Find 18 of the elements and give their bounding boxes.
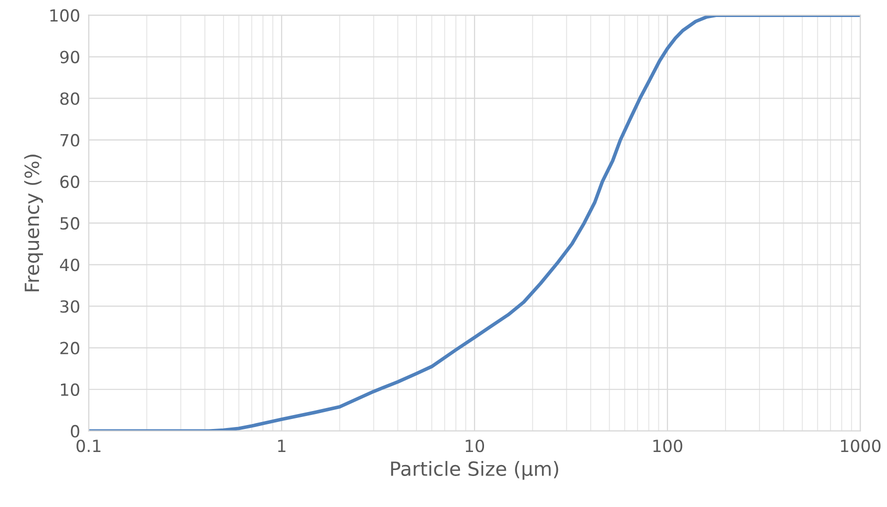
- y-tick-label: 60: [60, 175, 80, 188]
- x-tick-label: 1000: [841, 440, 880, 452]
- y-tick-label: 40: [60, 258, 80, 272]
- y-tick-label: 20: [60, 342, 80, 354]
- x-tick-label: 100: [653, 440, 682, 452]
- y-tick-label: 100: [50, 9, 80, 22]
- x-tick-label: 10: [466, 440, 484, 452]
- x-tick-label: 1: [278, 440, 286, 452]
- y-tick-label: 90: [60, 50, 80, 64]
- y-tick-label: 70: [60, 134, 80, 146]
- x-axis-title: Particle Size (µm): [391, 460, 558, 480]
- y-tick-label: 30: [60, 300, 80, 313]
- y-tick-label: 0: [70, 424, 80, 438]
- x-tick-label: 0.1: [76, 440, 100, 452]
- y-tick-label: 10: [60, 383, 80, 396]
- y-tick-label: 80: [60, 92, 80, 105]
- y-tick-label: 50: [60, 217, 80, 230]
- y-axis-title: Frequency (%): [24, 154, 43, 292]
